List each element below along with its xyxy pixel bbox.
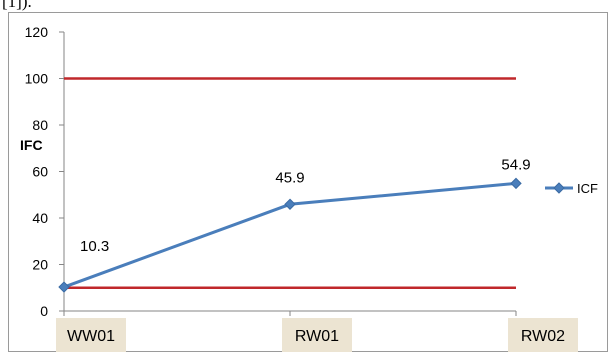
x-category-label: WW01 [67, 328, 115, 345]
data-point-marker [284, 198, 296, 210]
category-label-box [282, 318, 352, 352]
legend-marker [553, 182, 565, 194]
page-top-text: [1]). [2, 0, 32, 11]
data-label: 10.3 [80, 238, 109, 255]
y-tick-label: 0 [40, 303, 48, 319]
y-tick-label: 60 [32, 164, 48, 180]
x-category-label: RW01 [295, 328, 339, 345]
legend-label: ICF [577, 181, 598, 196]
category-label-box [56, 318, 126, 352]
data-point-marker [510, 177, 522, 190]
data-point-marker [58, 281, 70, 293]
y-tick-label: 80 [32, 117, 48, 133]
chart-area [8, 12, 608, 352]
x-category-label: RW02 [521, 328, 565, 345]
data-label: 54.9 [501, 156, 530, 173]
data-label: 45.9 [275, 169, 304, 186]
y-tick-label: 40 [32, 210, 48, 226]
y-tick-label: 120 [25, 24, 49, 40]
y-tick-label: 20 [32, 257, 48, 273]
y-axis-label: IFC [20, 137, 43, 153]
y-tick-label: 100 [25, 71, 49, 87]
category-label-box [508, 318, 578, 352]
